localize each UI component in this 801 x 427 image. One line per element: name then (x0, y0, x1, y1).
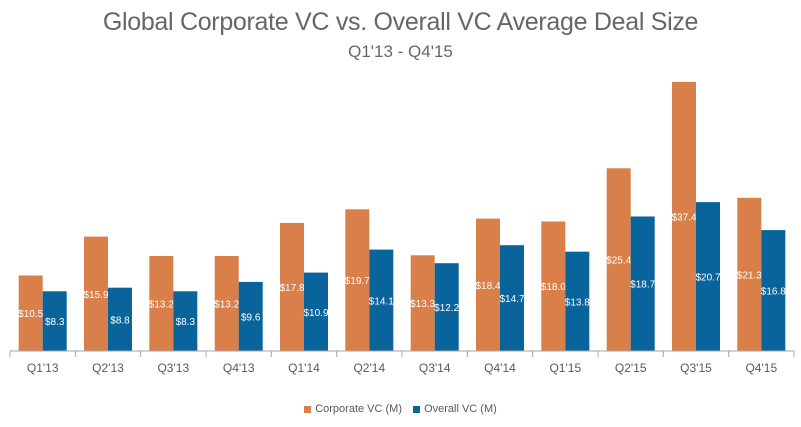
bar-overall (434, 263, 459, 351)
data-label-corporate: $10.5 (18, 309, 43, 320)
data-label-overall: $14.7 (499, 294, 524, 305)
bar-corporate (18, 275, 43, 351)
data-label-corporate: $21.3 (737, 270, 762, 281)
bar-corporate (541, 221, 566, 351)
chart-title: Global Corporate VC vs. Overall VC Avera… (102, 8, 699, 36)
data-label-corporate: $18.4 (475, 281, 500, 292)
data-label-corporate: $19.7 (345, 276, 370, 287)
chart-subtitle: Q1'13 - Q4'15 (348, 42, 453, 61)
x-tick-label: Q1'14 (288, 361, 320, 375)
data-label-overall: $14.1 (369, 296, 394, 307)
bar-overall (500, 245, 524, 351)
x-tick-label: Q3'13 (157, 361, 189, 375)
data-label-corporate: $13.3 (410, 299, 435, 310)
bar-corporate (606, 168, 631, 351)
x-tick-label: Q2'14 (353, 361, 385, 375)
legend-item-corporate: Corporate VC (M) (304, 403, 402, 415)
data-label-corporate: $13.2 (149, 300, 174, 311)
bar-overall (42, 291, 67, 351)
bar-overall (173, 291, 198, 351)
bar-corporate (280, 222, 304, 351)
bar-corporate (672, 81, 696, 352)
x-tick-label: Q1'13 (27, 361, 59, 375)
legend-swatch-corporate (304, 405, 312, 413)
bar-corporate (476, 218, 500, 351)
data-label-overall: $13.8 (565, 297, 590, 308)
bar-corporate (84, 236, 108, 351)
x-tick-label: Q3'15 (680, 361, 712, 375)
x-tick-label: Q3'14 (419, 361, 451, 375)
x-tick-label: Q4'15 (745, 361, 777, 375)
bar-overall (630, 216, 655, 351)
data-label-corporate: $13.2 (214, 300, 239, 311)
data-label-overall: $9.6 (241, 313, 261, 324)
bar-corporate (345, 209, 370, 351)
legend-swatch-overall (413, 405, 421, 413)
data-label-corporate: $25.4 (606, 256, 631, 267)
bar-overall (696, 202, 720, 351)
data-label-overall: $8.8 (110, 315, 130, 326)
bar-overall (304, 272, 328, 351)
bar-overall (238, 281, 263, 351)
legend: Corporate VC (M) Overall VC (M) (0, 403, 801, 416)
x-tick-label: Q1'15 (549, 361, 581, 375)
bar-overall (108, 287, 132, 351)
data-label-overall: $8.3 (45, 317, 65, 328)
data-label-corporate: $18.0 (541, 282, 566, 293)
data-label-corporate: $17.8 (279, 283, 304, 294)
bar-overall (761, 230, 786, 351)
data-label-overall: $8.3 (176, 317, 196, 328)
legend-label-overall: Overall VC (M) (424, 403, 497, 415)
x-tick-label: Q2'13 (92, 361, 124, 375)
bar-corporate (149, 256, 174, 351)
x-tick-label: Q4'14 (484, 361, 516, 375)
bar-chart: $10.5$8.3$15.9$8.8$13.2$8.3$13.2$9.6$17.… (9, 81, 795, 375)
bar-corporate (410, 255, 435, 351)
x-tick-label: Q2'15 (615, 361, 647, 375)
bar-corporate (737, 197, 762, 351)
legend-item-overall: Overall VC (M) (413, 403, 497, 415)
bar-overall (369, 249, 394, 351)
data-label-overall: $16.8 (761, 287, 786, 298)
data-label-overall: $20.7 (695, 273, 720, 284)
legend-label-corporate: Corporate VC (M) (315, 403, 402, 415)
data-label-corporate: $15.9 (83, 290, 108, 301)
x-tick-label: Q4'13 (223, 361, 255, 375)
data-label-corporate: $37.4 (671, 213, 696, 224)
data-label-overall: $10.9 (303, 308, 328, 319)
data-label-overall: $12.2 (434, 303, 459, 314)
bar-overall (565, 251, 590, 351)
data-label-overall: $18.7 (630, 280, 655, 291)
bar-corporate (214, 256, 239, 351)
